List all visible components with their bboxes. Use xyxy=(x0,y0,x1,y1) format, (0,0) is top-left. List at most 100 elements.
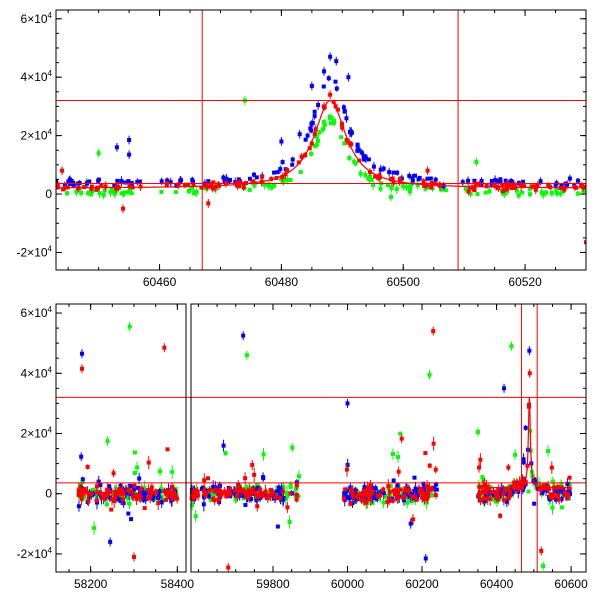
data-point-red xyxy=(365,489,370,494)
data-point-green xyxy=(390,451,395,456)
data-point-blue xyxy=(96,178,101,183)
data-point-blue xyxy=(308,126,313,131)
axes-frame-segment xyxy=(55,303,187,573)
data-point-blue xyxy=(237,492,242,497)
data-point-red xyxy=(478,498,483,503)
data-point-red xyxy=(244,492,249,497)
data-point-red xyxy=(523,479,528,484)
data-point-red xyxy=(565,496,570,501)
data-point-blue xyxy=(356,147,361,152)
data-point-green xyxy=(114,487,119,492)
data-point-blue xyxy=(425,176,430,181)
data-point-blue xyxy=(309,83,314,88)
data-point-blue xyxy=(98,483,103,488)
data-point-red xyxy=(307,146,312,151)
data-point-blue xyxy=(251,172,256,177)
data-point-blue xyxy=(328,54,333,59)
x-tick-label: 60500 xyxy=(387,275,421,289)
data-point-red xyxy=(88,492,93,497)
data-point-red xyxy=(566,492,571,497)
data-point-blue xyxy=(278,167,283,172)
data-point-green xyxy=(272,183,277,188)
data-point-red xyxy=(476,492,481,497)
data-point-blue xyxy=(80,351,84,356)
data-point-blue xyxy=(118,483,123,488)
data-point-green xyxy=(520,190,525,195)
data-point-red xyxy=(285,505,290,510)
data-point-red xyxy=(532,184,537,189)
data-point-blue xyxy=(129,182,134,187)
data-point-red xyxy=(266,493,271,498)
data-point-red xyxy=(488,496,493,501)
data-point-red xyxy=(498,513,503,518)
data-point-red xyxy=(98,491,103,496)
data-point-blue xyxy=(395,483,400,488)
data-point-blue xyxy=(127,152,132,157)
data-point-red xyxy=(61,187,66,192)
data-point-red xyxy=(146,460,151,465)
data-point-red xyxy=(431,441,436,446)
data-point-green xyxy=(283,496,288,501)
data-point-red xyxy=(467,185,472,190)
data-point-blue xyxy=(482,499,487,504)
data-point-green xyxy=(544,190,549,195)
data-point-blue xyxy=(206,179,211,184)
data-point-green xyxy=(288,178,293,183)
data-point-blue xyxy=(77,180,82,185)
data-point-blue xyxy=(159,179,164,184)
data-point-red xyxy=(236,484,241,489)
data-point-red xyxy=(241,488,246,493)
data-point-green xyxy=(526,489,531,494)
data-point-red xyxy=(176,182,181,187)
data-point-red xyxy=(579,183,584,188)
data-point-red xyxy=(494,496,499,501)
data-point-blue xyxy=(141,490,146,495)
data-point-red xyxy=(512,484,517,489)
data-point-blue xyxy=(129,180,134,185)
data-point-blue xyxy=(348,485,353,490)
data-point-blue xyxy=(520,179,525,184)
data-point-red xyxy=(126,487,131,492)
data-point-green xyxy=(555,191,560,196)
data-point-red xyxy=(250,488,255,493)
y-tick-label: 2×104 xyxy=(21,128,53,143)
data-point-green xyxy=(371,182,376,187)
data-point-red xyxy=(106,492,111,497)
data-point-blue xyxy=(126,511,131,516)
data-point-green xyxy=(322,121,327,126)
y-tick-label: -2×104 xyxy=(17,244,53,259)
data-point-red xyxy=(478,457,483,462)
data-point-red xyxy=(127,184,132,189)
data-point-red xyxy=(148,494,153,499)
data-point-blue xyxy=(254,487,259,492)
data-point-blue xyxy=(303,137,308,142)
data-point-green xyxy=(208,492,213,497)
data-point-red xyxy=(94,498,99,503)
data-point-blue xyxy=(434,487,439,492)
data-point-blue xyxy=(523,425,528,430)
data-point-green xyxy=(125,495,130,500)
data-point-blue xyxy=(381,166,386,171)
data-point-red xyxy=(139,486,144,491)
data-point-green xyxy=(314,134,319,139)
data-point-red xyxy=(129,489,134,494)
data-point-blue xyxy=(422,485,427,490)
data-point-red xyxy=(166,489,171,494)
data-point-red xyxy=(425,484,430,489)
data-point-red xyxy=(477,484,482,489)
data-point-red xyxy=(431,329,436,334)
data-point-red xyxy=(219,492,224,497)
data-point-red xyxy=(539,548,544,553)
data-point-blue xyxy=(520,487,525,492)
data-point-green xyxy=(261,452,266,457)
data-point-blue xyxy=(395,170,400,175)
data-point-red xyxy=(146,487,151,492)
data-point-red xyxy=(86,498,91,503)
data-point-green xyxy=(550,505,555,510)
data-point-red xyxy=(520,476,525,481)
data-point-blue xyxy=(504,499,509,504)
data-point-blue xyxy=(126,179,131,184)
data-point-red xyxy=(109,507,114,512)
data-point-blue xyxy=(280,160,285,165)
data-point-red xyxy=(171,497,176,502)
